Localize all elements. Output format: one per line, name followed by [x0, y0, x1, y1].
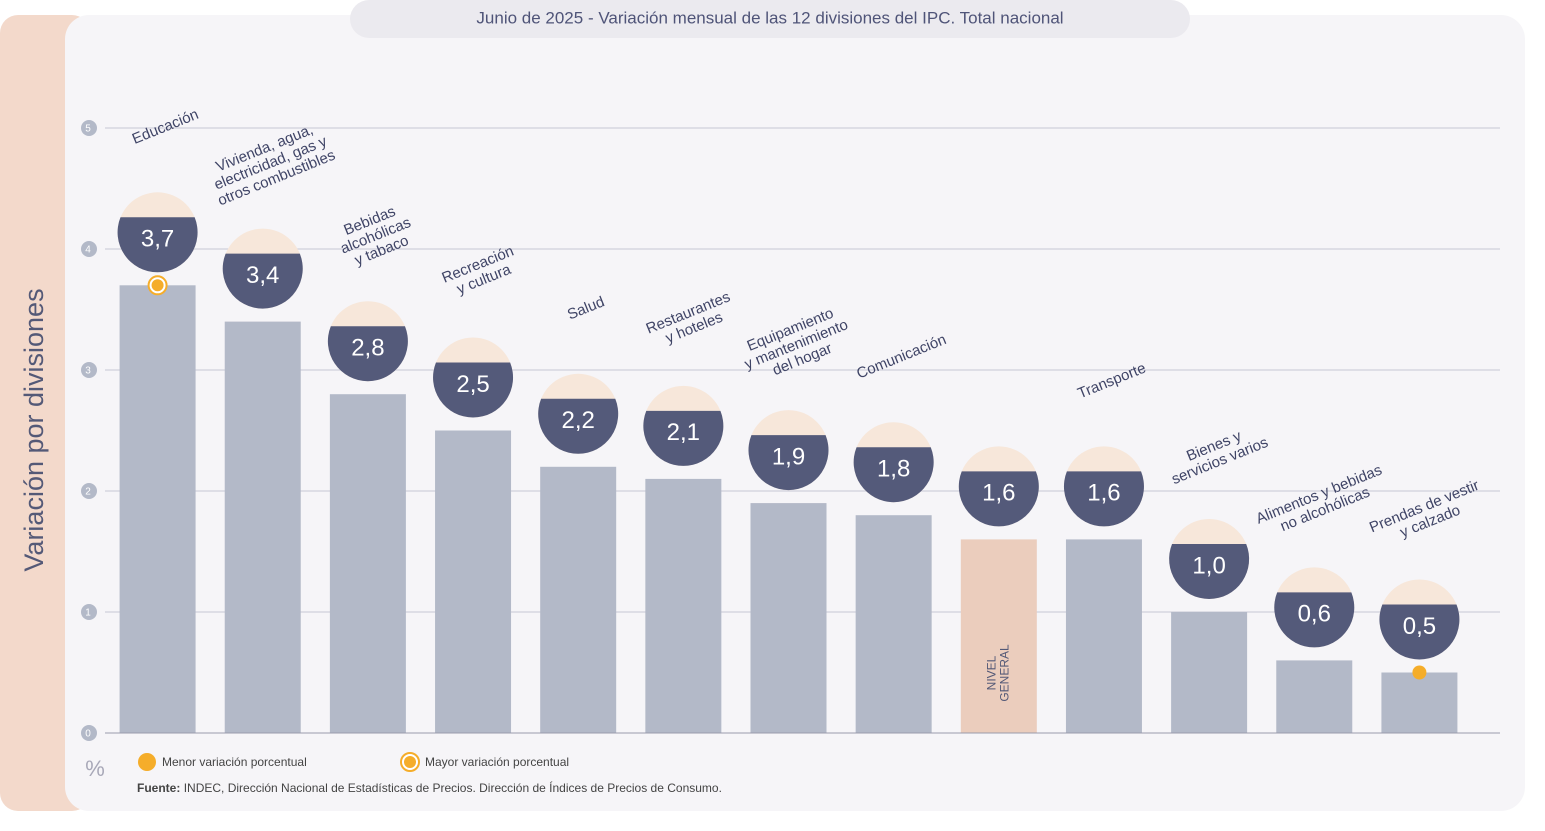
- bar: [119, 285, 196, 733]
- y-tick-label: 5: [85, 124, 91, 135]
- bar: [540, 466, 617, 733]
- value-label: 1,6: [982, 480, 1015, 507]
- legend-swatch: [138, 753, 156, 771]
- value-label: 0,6: [1298, 601, 1331, 628]
- badge: [958, 471, 1039, 527]
- badge: [1274, 592, 1355, 648]
- source: Fuente: INDEC, Dirección Nacional de Est…: [137, 780, 722, 795]
- x-tick-label: NIVELGENERAL: [984, 644, 1011, 702]
- value-label: 1,8: [877, 456, 910, 483]
- min-marker: [1412, 665, 1427, 680]
- y-tick-badge: [81, 483, 97, 499]
- badge: [748, 435, 829, 491]
- y-tick-badge: [81, 604, 97, 620]
- title-pill: [350, 0, 1190, 38]
- badge: [327, 326, 408, 382]
- y-tick-label: 1: [85, 608, 91, 619]
- value-label: 3,4: [246, 262, 279, 289]
- bar: [1276, 660, 1353, 733]
- value-label: 0,5: [1403, 613, 1436, 640]
- y-tick-badge: [81, 362, 97, 378]
- legend-label: Menor variación porcentual: [162, 755, 307, 769]
- bar: [855, 515, 932, 733]
- source-label: Fuente:: [137, 781, 180, 795]
- legend-label: Mayor variación porcentual: [425, 755, 569, 769]
- badge: [117, 217, 198, 273]
- value-label: 2,8: [351, 335, 384, 362]
- badge: [433, 362, 514, 418]
- badge: [643, 410, 724, 466]
- bar: [329, 394, 406, 733]
- bar: [960, 539, 1037, 733]
- value-label: 1,6: [1087, 480, 1120, 507]
- badge: [222, 253, 303, 309]
- source-text: INDEC, Dirección Nacional de Estadística…: [184, 780, 722, 795]
- bar: [750, 503, 827, 733]
- legend-swatch: [404, 756, 416, 768]
- y-tick-badge: [81, 725, 97, 741]
- bar: [1381, 672, 1458, 733]
- chart-title: Junio de 2025 - Variación mensual de las…: [476, 8, 1063, 27]
- badge: [853, 447, 934, 503]
- value-label: 2,5: [456, 371, 489, 398]
- badge: [1169, 544, 1250, 599]
- badge: [538, 398, 619, 454]
- badge: [1063, 471, 1144, 527]
- bar: [1171, 612, 1248, 733]
- bar: [224, 321, 301, 733]
- y-tick-label: 0: [85, 729, 91, 740]
- value-label: 1,9: [772, 443, 805, 470]
- value-label: 1,0: [1192, 552, 1225, 579]
- value-label: 2,1: [667, 419, 700, 446]
- y-tick-label: 2: [85, 487, 91, 498]
- badge: [1379, 604, 1460, 660]
- value-label: 2,2: [562, 407, 595, 434]
- unit-label: %: [85, 756, 105, 781]
- max-marker-dot: [151, 279, 164, 292]
- y-tick-label: 3: [85, 366, 91, 377]
- y-tick-label: 4: [85, 245, 91, 256]
- y-axis-title: Variación por divisiones: [19, 288, 49, 571]
- value-label: 3,7: [141, 226, 174, 253]
- y-tick-badge: [81, 120, 97, 136]
- y-tick-badge: [81, 241, 97, 257]
- bar: [645, 478, 722, 733]
- bar: [435, 430, 512, 733]
- bar: [1065, 539, 1142, 733]
